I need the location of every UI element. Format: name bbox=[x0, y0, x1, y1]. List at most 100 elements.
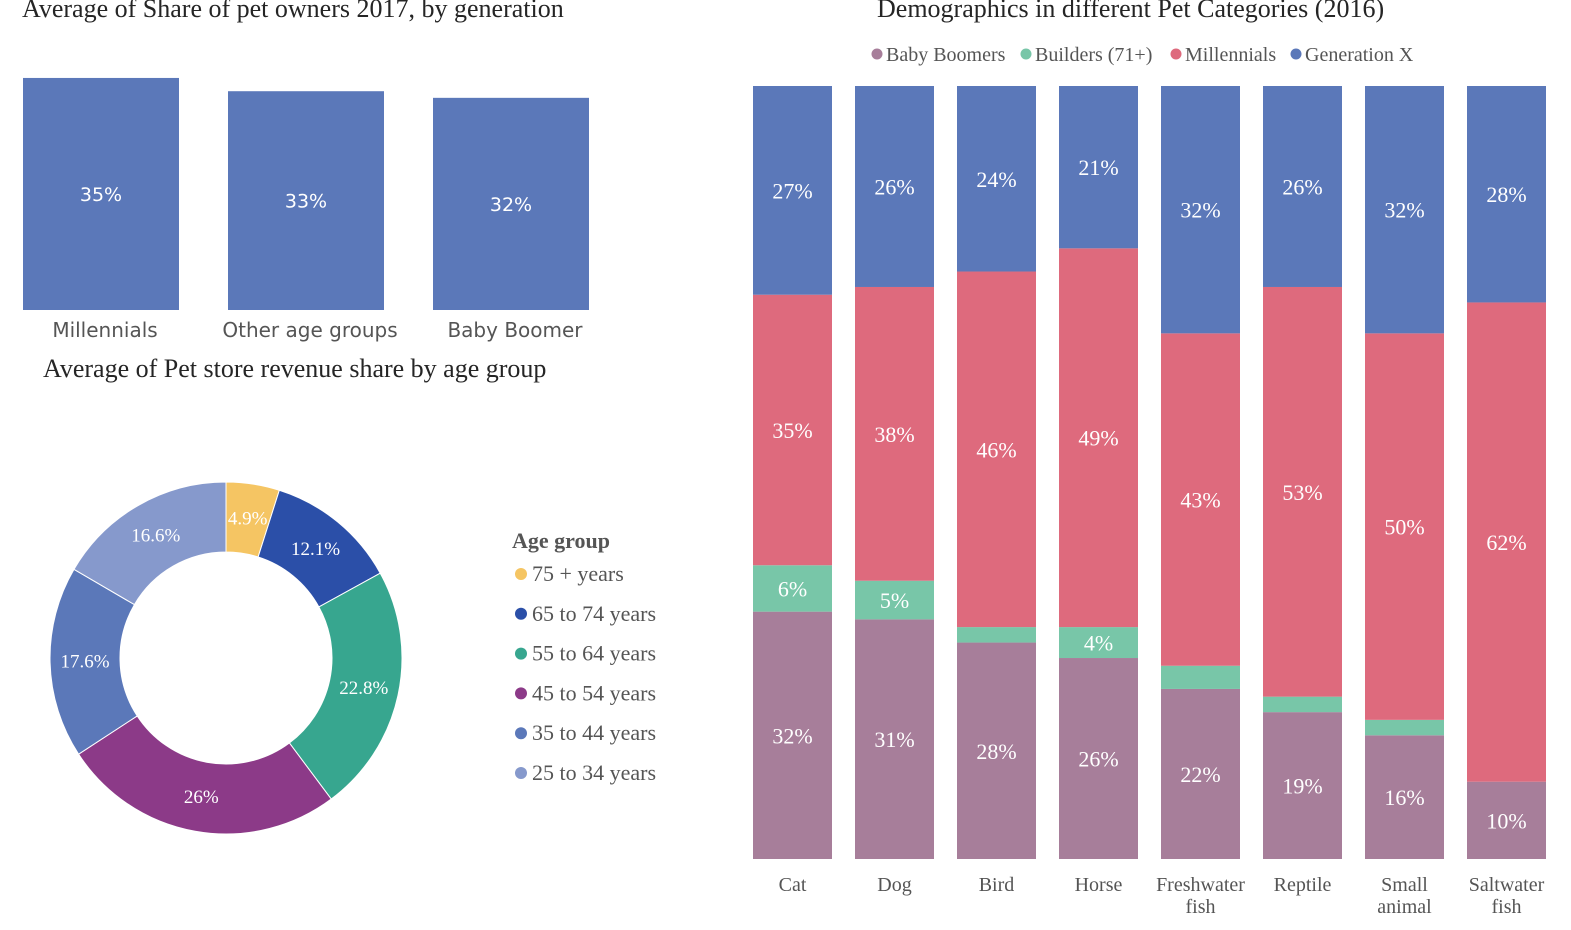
stacked-legend-marker bbox=[1020, 48, 1032, 60]
stacked-segment bbox=[1161, 333, 1240, 666]
donut-slice-label: 17.6% bbox=[61, 652, 110, 673]
stacked-segment bbox=[1263, 712, 1342, 859]
stacked-segment bbox=[753, 565, 832, 612]
stacked-segment-label: 5% bbox=[880, 588, 909, 613]
donut-legend-label: 45 to 54 years bbox=[532, 680, 656, 705]
stacked-segment-label: 49% bbox=[1078, 426, 1118, 451]
pet-category-label: Dog bbox=[877, 874, 911, 896]
donut-legend-label: 35 to 44 years bbox=[532, 720, 656, 745]
stacked-legend-label: Millennials bbox=[1185, 44, 1276, 66]
stacked-segment-label: 26% bbox=[1282, 174, 1322, 199]
stacked-legend-label: Builders (71+) bbox=[1035, 44, 1152, 66]
donut-legend-marker bbox=[515, 607, 527, 620]
donut-slice bbox=[73, 481, 227, 606]
stacked-legend-marker bbox=[1170, 48, 1182, 60]
donut-slice bbox=[288, 572, 403, 800]
stacked-segment bbox=[1161, 665, 1240, 689]
stacked-segment-label: 26% bbox=[874, 174, 914, 199]
stacked-segment-label: 43% bbox=[1180, 488, 1220, 513]
stacked-segment-label: 31% bbox=[874, 727, 914, 752]
pet-category-legend: Baby Boomers Builders (71+) Millennials Gen… bbox=[871, 44, 1414, 66]
stacked-segment-label: 28% bbox=[976, 739, 1016, 764]
pet-category-label: Small animal bbox=[1377, 874, 1432, 918]
pet-category-label: Freshwater fish bbox=[1156, 874, 1245, 918]
stacked-segment-label: 35% bbox=[772, 418, 812, 443]
stacked-segment-label: 27% bbox=[772, 178, 812, 203]
stacked-segment-label: 6% bbox=[778, 576, 807, 601]
stacked-segment-label: 22% bbox=[1180, 762, 1220, 787]
generation-bar bbox=[433, 97, 589, 310]
donut-legend-label: 65 to 74 years bbox=[532, 601, 656, 626]
pet-category-label: Horse bbox=[1075, 874, 1123, 896]
stacked-segment-label: 16% bbox=[1384, 785, 1424, 810]
stacked-segment-label: 19% bbox=[1282, 774, 1322, 799]
donut-legend-marker bbox=[515, 687, 527, 700]
stacked-segment-label: 26% bbox=[1078, 747, 1118, 772]
stacked-segment-label: 38% bbox=[874, 422, 914, 447]
donut-legend-marker bbox=[515, 727, 527, 740]
stacked-legend-label: Generation X bbox=[1305, 44, 1414, 66]
age-donut-chart-title: Average of Pet store revenue share by ag… bbox=[43, 354, 547, 383]
stacked-segment-label: 28% bbox=[1486, 182, 1526, 207]
stacked-segment-label: 53% bbox=[1282, 480, 1322, 505]
donut-legend-label: 55 to 64 years bbox=[532, 641, 656, 666]
pet-category-label: Saltwater fish bbox=[1469, 874, 1545, 918]
stacked-segment-label: 50% bbox=[1384, 515, 1424, 540]
pet-category-chart-title: Demographics in different Pet Categories… bbox=[877, 0, 1385, 23]
stacked-segment bbox=[753, 294, 832, 566]
stacked-segment bbox=[753, 86, 832, 295]
stacked-segment-label: 32% bbox=[772, 723, 812, 748]
stacked-segment bbox=[855, 580, 934, 620]
donut-slice-label: 22.8% bbox=[339, 678, 388, 699]
generation-category-label: Millennials bbox=[52, 318, 157, 342]
stacked-segment-label: 4% bbox=[1084, 631, 1113, 656]
stacked-segment bbox=[1365, 333, 1444, 720]
donut-legend-marker bbox=[515, 568, 527, 580]
stacked-segment bbox=[855, 86, 934, 287]
stacked-legend-label: Baby Boomers bbox=[886, 44, 1006, 66]
pet-category-stacked-chart: 32% 6% 35% 27% Cat 31% 5% 38% 26% Dog 28% 46% 24% Bir… bbox=[753, 86, 1546, 918]
stacked-segment bbox=[1365, 86, 1444, 334]
pet-category-label: Bird bbox=[979, 874, 1015, 896]
stacked-segment-label: 32% bbox=[1384, 198, 1424, 223]
stacked-segment bbox=[1059, 248, 1138, 628]
pet-category-label: Reptile bbox=[1274, 874, 1332, 896]
donut-slice-label: 12.1% bbox=[291, 539, 340, 560]
stacked-segment-label: 21% bbox=[1078, 155, 1118, 180]
age-donut-chart: 4.9% 12.1% 22.8% 26% 17.6% 16.6% bbox=[49, 481, 403, 835]
generation-bar bbox=[23, 77, 179, 310]
donut-legend-label: 75 + years bbox=[532, 561, 624, 586]
stacked-segment bbox=[1059, 627, 1138, 659]
donut-legend-marker bbox=[515, 767, 527, 779]
stacked-segment bbox=[1365, 735, 1444, 859]
generation-category-label: Other age groups bbox=[222, 318, 397, 342]
stacked-segment bbox=[1161, 86, 1240, 334]
stacked-segment bbox=[957, 627, 1036, 643]
stacked-legend-marker bbox=[1290, 48, 1302, 60]
donut-slice-label: 4.9% bbox=[228, 509, 268, 530]
stacked-segment bbox=[1161, 688, 1240, 859]
stacked-segment bbox=[957, 642, 1036, 859]
donut-slice bbox=[77, 715, 332, 835]
generation-bar-chart: 35% Millennials 33% Other age groups 32% Baby… bbox=[23, 77, 589, 342]
age-donut-legend: Age group 75 + years 65 to 74 years 55 to 6… bbox=[512, 528, 656, 785]
generation-bar-chart-title: Average of Share of pet owners 2017, by … bbox=[22, 0, 564, 23]
stacked-segment-label: 24% bbox=[976, 167, 1016, 192]
generation-bar-value-label: 32% bbox=[490, 194, 532, 216]
stacked-segment bbox=[855, 619, 934, 859]
stacked-segment-label: 46% bbox=[976, 437, 1016, 462]
stacked-segment-label: 62% bbox=[1486, 530, 1526, 555]
stacked-segment bbox=[855, 286, 934, 581]
donut-slice-label: 26% bbox=[184, 787, 219, 808]
generation-bar-value-label: 35% bbox=[80, 184, 122, 206]
donut-legend-title: Age group bbox=[512, 528, 610, 553]
stacked-segment bbox=[1467, 86, 1546, 303]
pet-category-label: Cat bbox=[779, 874, 807, 896]
generation-bar bbox=[228, 91, 384, 311]
generation-bar-value-label: 33% bbox=[285, 191, 327, 213]
donut-legend-label: 25 to 34 years bbox=[532, 760, 656, 785]
stacked-segment bbox=[1263, 696, 1342, 713]
stacked-legend-marker bbox=[871, 48, 883, 60]
stacked-segment bbox=[1263, 286, 1342, 697]
